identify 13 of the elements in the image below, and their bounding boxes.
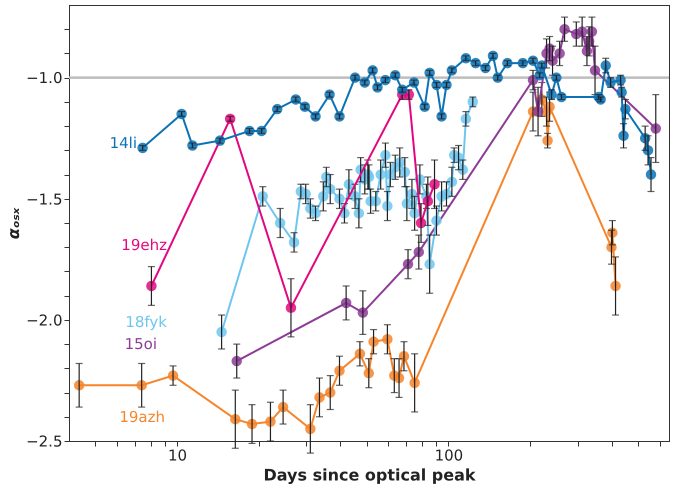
y-tick-label: −2.0 xyxy=(26,311,62,330)
series-label: 19ehz xyxy=(121,236,168,254)
x-tick-label: 100 xyxy=(434,446,464,464)
series-label: 19azh xyxy=(119,408,165,426)
y-tick-label: −1.0 xyxy=(26,69,62,88)
y-tick-label: −1.5 xyxy=(26,190,62,208)
y-axis-title: αₒₛₓ xyxy=(4,207,24,240)
y-tick-label: −2.5 xyxy=(26,432,62,450)
x-tick-label: 10 xyxy=(168,446,188,464)
text: 18fyk xyxy=(125,313,168,331)
x-axis-title: Days since optical peak xyxy=(263,466,476,484)
series-label: 14li xyxy=(110,134,137,152)
text: 15oi xyxy=(124,335,157,353)
